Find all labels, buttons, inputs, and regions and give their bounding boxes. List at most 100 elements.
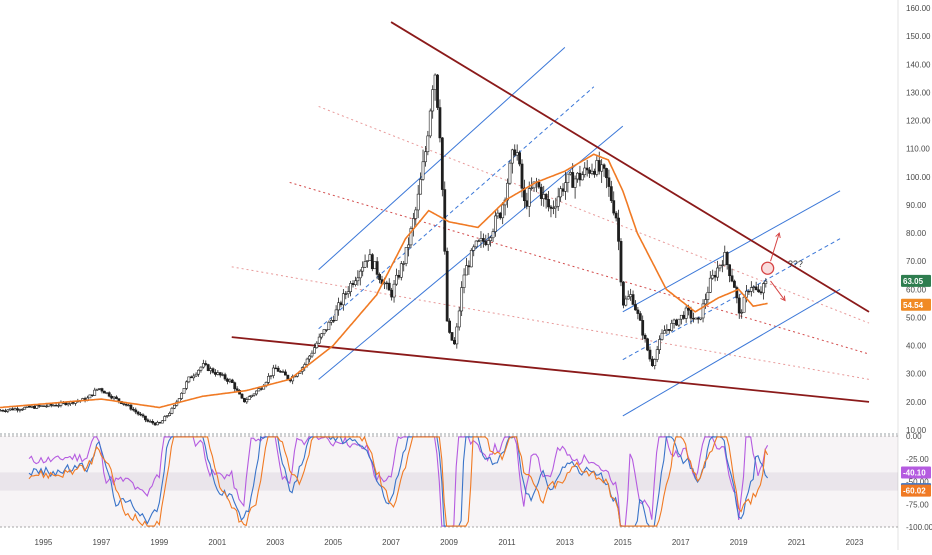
candle: [407, 244, 410, 248]
candle: [494, 215, 497, 232]
candle: [211, 368, 215, 373]
candle: [460, 287, 464, 312]
candle: [144, 415, 147, 421]
candle: [551, 207, 555, 210]
candle: [607, 177, 611, 187]
candle: [105, 392, 109, 394]
candle: [469, 250, 473, 268]
candle: [631, 294, 635, 305]
candle: [624, 298, 628, 306]
candle: [716, 267, 719, 278]
candle: [491, 231, 495, 239]
candle: [339, 302, 343, 306]
candle: [457, 310, 461, 328]
candle: [11, 408, 15, 411]
recent-channel-line: [622, 190, 841, 313]
price-badge-value: 63.05: [903, 277, 924, 286]
candle: [286, 374, 290, 380]
y-tick-label: 20.00: [906, 398, 927, 407]
candle: [206, 364, 210, 371]
candle: [481, 238, 485, 242]
candle: [110, 395, 114, 399]
candle: [23, 407, 27, 410]
candle: [279, 371, 283, 373]
moving-average-line: [0, 153, 768, 409]
candle: [677, 318, 681, 326]
candle: [363, 261, 367, 268]
oscillator-badge-value: -60.02: [903, 487, 926, 496]
candle: [706, 292, 710, 300]
y-tick-label: 40.00: [906, 342, 927, 351]
candle: [346, 291, 350, 295]
candle: [735, 287, 739, 299]
candle: [257, 388, 261, 392]
oscillator-background: [0, 436, 898, 527]
candle: [322, 329, 326, 334]
y-tick-label: 120.00: [906, 117, 931, 126]
candle: [64, 402, 68, 406]
x-tick-label: 1997: [92, 538, 110, 547]
candle: [564, 182, 567, 192]
candle: [658, 339, 661, 350]
candle: [172, 404, 176, 409]
candle: [571, 172, 575, 188]
candle: [636, 309, 640, 314]
candle: [373, 261, 377, 270]
candle: [245, 399, 249, 403]
candle: [747, 290, 751, 293]
candle: [455, 326, 459, 345]
candle: [684, 307, 688, 319]
descending-resistance: [390, 21, 870, 313]
candle: [527, 188, 531, 207]
x-tick-label: 2007: [382, 538, 400, 547]
candle: [37, 405, 41, 407]
candle: [197, 369, 200, 375]
upper-channel-midline: [318, 86, 595, 330]
candle: [397, 274, 401, 278]
candle: [730, 275, 734, 282]
candle: [146, 419, 150, 422]
candle: [267, 376, 270, 383]
candle: [199, 366, 203, 371]
candle: [329, 320, 333, 323]
candle: [585, 167, 589, 171]
osc-y-tick-label: 0.00: [906, 432, 922, 441]
candle: [525, 200, 529, 207]
candle: [52, 404, 56, 407]
candle: [40, 405, 44, 407]
candle: [180, 392, 184, 399]
candle: [42, 405, 46, 407]
candle: [450, 332, 454, 341]
candle: [226, 378, 229, 382]
candle: [6, 409, 10, 412]
candle: [440, 137, 444, 190]
candle: [259, 388, 263, 390]
question-annotation: ???: [788, 259, 803, 269]
highlight-circle: [760, 261, 775, 275]
candle: [467, 265, 471, 268]
y-tick-label: 70.00: [906, 257, 927, 266]
arrow-up-head: [775, 232, 781, 239]
candle: [332, 320, 336, 322]
candle: [163, 416, 167, 422]
candle: [474, 240, 478, 248]
candle: [689, 309, 693, 319]
candle: [583, 167, 587, 175]
candle: [416, 193, 420, 211]
oscillator-badge: [901, 466, 931, 479]
candle: [626, 296, 630, 300]
candle: [414, 209, 418, 219]
candle: [713, 274, 717, 278]
candle: [643, 334, 647, 340]
candle: [194, 373, 198, 377]
candle: [580, 174, 584, 181]
candle: [597, 160, 601, 172]
candle: [269, 375, 273, 377]
candle: [281, 371, 285, 373]
candle: [337, 302, 340, 311]
candle: [170, 407, 174, 414]
candle: [547, 199, 550, 208]
y-tick-label: 30.00: [906, 370, 927, 379]
candle: [448, 320, 451, 333]
